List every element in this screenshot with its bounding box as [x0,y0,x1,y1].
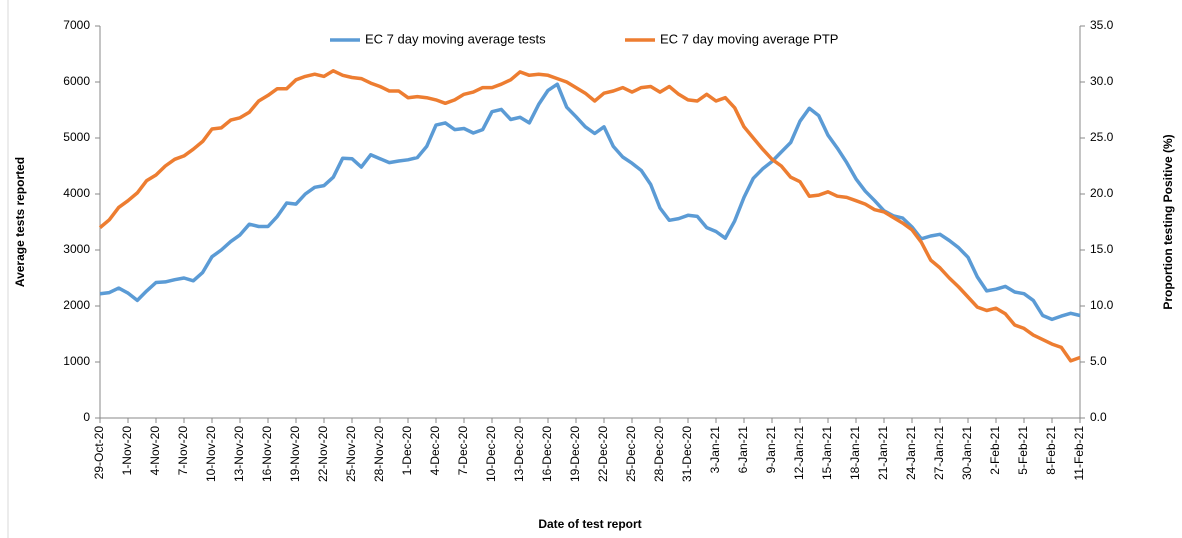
x-tick-label: 7-Dec-20 [456,426,470,476]
x-tick-label: 10-Dec-20 [484,426,498,482]
x-axis-title: Date of test report [538,517,641,531]
y2-tick-label: 35.0 [1090,18,1114,32]
series-line [98,69,1081,363]
x-tick-label: 22-Nov-20 [316,426,330,482]
x-tick-label: 13-Nov-20 [232,426,246,482]
x-tick-label: 22-Dec-20 [596,426,610,482]
x-tick-label: 16-Dec-20 [540,426,554,482]
x-tick-label: 27-Jan-21 [932,426,946,480]
x-tick-label: 6-Jan-21 [736,426,750,474]
x-tick-label: 2-Feb-21 [988,426,1002,475]
y2-tick-label: 0.0 [1090,410,1107,424]
x-tick-label: 10-Nov-20 [204,426,218,482]
series-line [99,82,1081,322]
y-tick-label: 7000 [63,18,90,32]
x-tick-label: 3-Jan-21 [708,426,722,474]
x-tick-label: 31-Dec-20 [680,426,694,482]
x-tick-label: 21-Jan-21 [876,426,890,480]
x-tick-label: 28-Dec-20 [652,426,666,482]
x-tick-label: 4-Nov-20 [148,426,162,476]
y2-tick-label: 10.0 [1090,298,1114,312]
x-tick-label: 16-Nov-20 [260,426,274,482]
x-tick-label: 9-Jan-21 [764,426,778,474]
x-tick-label: 7-Nov-20 [176,426,190,476]
y-tick-label: 3000 [63,242,90,256]
x-tick-label: 8-Feb-21 [1044,426,1058,475]
y-tick-label: 4000 [63,186,90,200]
x-tick-label: 19-Nov-20 [288,426,302,482]
x-tick-label: 15-Jan-21 [820,426,834,480]
y2-tick-label: 20.0 [1090,186,1114,200]
y-tick-label: 2000 [63,298,90,312]
y2-tick-label: 5.0 [1090,354,1107,368]
x-tick-label: 1-Dec-20 [400,426,414,476]
y2-axis-title: Proportion testing Positive (%) [1161,134,1175,309]
x-tick-label: 5-Feb-21 [1016,426,1030,475]
legend-label: EC 7 day moving average PTP [660,31,838,46]
x-tick-label: 13-Dec-20 [512,426,526,482]
y-tick-label: 6000 [63,74,90,88]
y2-tick-label: 15.0 [1090,242,1114,256]
x-tick-label: 24-Jan-21 [904,426,918,480]
x-tick-label: 18-Jan-21 [848,426,862,480]
x-tick-label: 4-Dec-20 [428,426,442,476]
legend-label: EC 7 day moving average tests [365,31,546,46]
y-tick-label: 5000 [63,130,90,144]
x-tick-label: 25-Nov-20 [344,426,358,482]
x-tick-label: 25-Dec-20 [624,426,638,482]
y-axis-title: Average tests reported [13,157,27,287]
y-tick-label: 0 [83,410,90,424]
x-tick-label: 29-Oct-20 [92,426,106,480]
x-tick-label: 30-Jan-21 [960,426,974,480]
y-tick-label: 1000 [63,354,90,368]
x-tick-label: 1-Nov-20 [120,426,134,476]
y2-tick-label: 25.0 [1090,130,1114,144]
x-tick-label: 12-Jan-21 [792,426,806,480]
x-tick-label: 28-Nov-20 [372,426,386,482]
x-tick-label: 11-Feb-21 [1072,426,1086,481]
x-tick-label: 19-Dec-20 [568,426,582,482]
y2-tick-label: 30.0 [1090,74,1114,88]
